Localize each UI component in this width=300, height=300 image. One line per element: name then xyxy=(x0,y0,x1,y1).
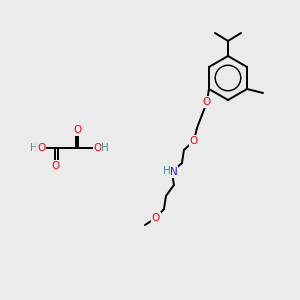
Text: O: O xyxy=(190,136,198,146)
Text: O: O xyxy=(74,125,82,135)
Text: O: O xyxy=(51,161,59,171)
Text: O: O xyxy=(203,97,211,107)
Text: H: H xyxy=(30,143,38,153)
Text: H: H xyxy=(101,143,109,153)
Text: H: H xyxy=(163,166,171,176)
Text: N: N xyxy=(170,167,178,177)
Text: O: O xyxy=(152,213,160,223)
Text: O: O xyxy=(94,143,102,153)
Text: O: O xyxy=(37,143,45,153)
